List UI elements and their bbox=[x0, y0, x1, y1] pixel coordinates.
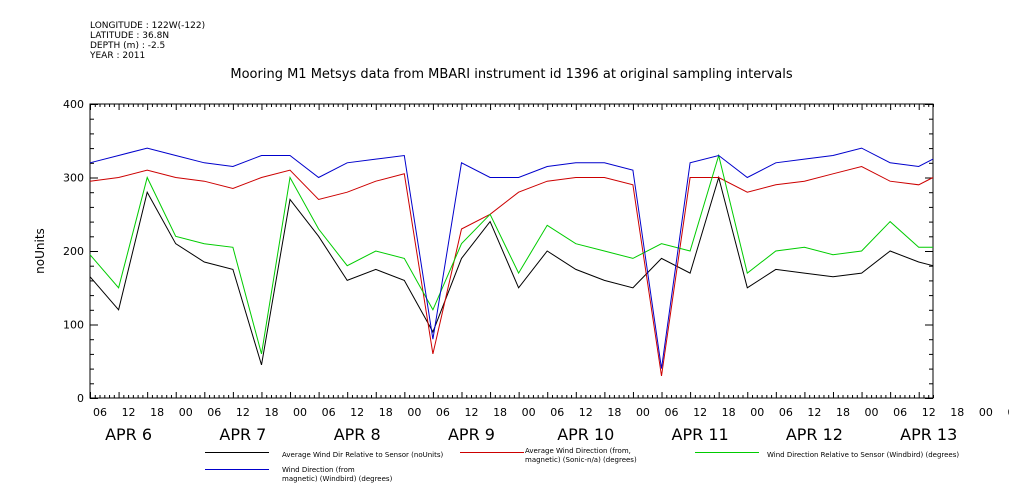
x-tick-label: 06 bbox=[893, 406, 907, 419]
legend-swatch bbox=[460, 452, 524, 453]
legend-label: Wind Direction (from magnetic) (Windbird… bbox=[282, 466, 393, 483]
legend-label: Average Wind Direction (from, magnetic) … bbox=[525, 447, 637, 464]
legend-swatch bbox=[205, 452, 269, 453]
latitude-text: LATITUDE : 36.8N bbox=[90, 31, 170, 41]
x-tick-label: 12 bbox=[236, 406, 250, 419]
metadata-block: LONGITUDE : 122W(-122) LATITUDE : 36.8N … bbox=[90, 21, 205, 61]
x-tick-label: 18 bbox=[264, 406, 278, 419]
y-axis-label: noUnits bbox=[33, 228, 47, 274]
x-tick-label: 06 bbox=[207, 406, 221, 419]
x-tick-label: 12 bbox=[807, 406, 821, 419]
x-day-label: APR 10 bbox=[557, 425, 614, 444]
x-tick-label: 18 bbox=[493, 406, 507, 419]
series-line-2 bbox=[89, 165, 934, 376]
series-line-1 bbox=[89, 175, 934, 366]
x-tick-label: 06 bbox=[322, 406, 336, 419]
series-line-4 bbox=[89, 147, 934, 369]
depth-text: DEPTH (m) : -2.5 bbox=[90, 41, 166, 51]
x-tick-label: 06 bbox=[93, 406, 107, 419]
x-tick-label: 06 bbox=[779, 406, 793, 419]
x-tick-label: 18 bbox=[722, 406, 736, 419]
x-tick-label: 00 bbox=[979, 406, 993, 419]
x-tick-label: 00 bbox=[293, 406, 307, 419]
x-day-label: APR 9 bbox=[448, 425, 495, 444]
x-tick-label: 12 bbox=[350, 406, 364, 419]
x-day-label: APR 6 bbox=[105, 425, 152, 444]
x-tick-label: 00 bbox=[750, 406, 764, 419]
y-tick-label: 300 bbox=[63, 172, 84, 185]
x-tick-label: 18 bbox=[379, 406, 393, 419]
x-tick-label: 12 bbox=[922, 406, 936, 419]
x-tick-label: 12 bbox=[693, 406, 707, 419]
y-tick-label: 100 bbox=[63, 319, 84, 332]
x-tick-label: 00 bbox=[865, 406, 879, 419]
x-tick-label: 06 bbox=[1007, 406, 1009, 419]
longitude-text: LONGITUDE : 122W(-122) bbox=[90, 21, 206, 31]
y-tick-label: 200 bbox=[63, 245, 84, 258]
x-tick-label: 18 bbox=[150, 406, 164, 419]
series-line-3 bbox=[89, 153, 933, 355]
x-tick-label: 06 bbox=[550, 406, 564, 419]
x-tick-label: 00 bbox=[522, 406, 536, 419]
x-tick-label: 18 bbox=[607, 406, 621, 419]
x-day-label: APR 13 bbox=[900, 425, 957, 444]
x-tick-label: 06 bbox=[436, 406, 450, 419]
x-tick-label: 12 bbox=[464, 406, 478, 419]
y-tick-label: 400 bbox=[63, 98, 84, 111]
x-day-label: APR 12 bbox=[786, 425, 843, 444]
legend-label: Wind Direction Relative to Sensor (Windb… bbox=[767, 451, 960, 459]
x-day-label: APR 7 bbox=[219, 425, 266, 444]
legend-swatch bbox=[205, 469, 269, 470]
x-tick-label: 18 bbox=[950, 406, 964, 419]
legend-swatch bbox=[695, 452, 759, 453]
x-tick-label: 00 bbox=[179, 406, 193, 419]
chart-title: Mooring M1 Metsys data from MBARI instru… bbox=[230, 67, 793, 82]
x-tick-label: 00 bbox=[407, 406, 421, 419]
x-tick-label: 12 bbox=[579, 406, 593, 419]
y-tick-label: 0 bbox=[77, 392, 84, 405]
x-day-label: APR 11 bbox=[672, 425, 729, 444]
x-tick-label: 00 bbox=[636, 406, 650, 419]
x-tick-label: 06 bbox=[665, 406, 679, 419]
x-day-label: APR 8 bbox=[334, 425, 381, 444]
x-tick-label: 12 bbox=[122, 406, 136, 419]
x-tick-label: 18 bbox=[836, 406, 850, 419]
plot-frame bbox=[89, 103, 934, 399]
legend-label: Average Wind Dir Relative to Sensor (noU… bbox=[282, 451, 444, 459]
year-text: YEAR : 2011 bbox=[90, 51, 146, 61]
